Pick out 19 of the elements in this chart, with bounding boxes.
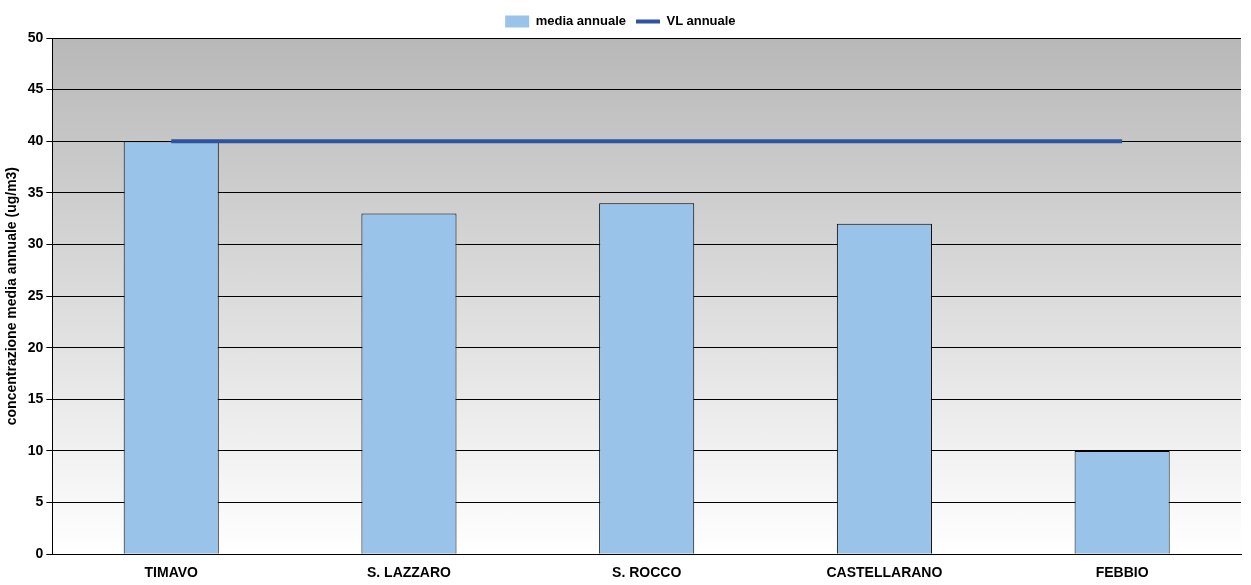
x-tick-label: FEBBIO (1095, 564, 1149, 581)
y-tick-label: 35 (27, 183, 44, 200)
x-tick-label: TIMAVO (144, 564, 199, 581)
y-tick-label: 5 (35, 493, 44, 510)
x-tick-label: S. ROCCO (612, 564, 682, 581)
y-tick-label: 30 (27, 235, 44, 252)
y-tick-label: 20 (27, 338, 44, 355)
y-tick-label: 10 (27, 441, 44, 458)
x-tick-label: S. LAZZARO (366, 564, 452, 581)
y-tick-label: 0 (35, 545, 44, 562)
x-tick-label: CASTELLARANO (826, 564, 943, 581)
legend-label: VL annuale (666, 13, 736, 29)
legend-label: media annuale (535, 13, 626, 29)
y-tick-label: 15 (27, 390, 44, 407)
y-tick-label: 25 (27, 286, 44, 303)
y-axis-title: concentrazione media annuale (ug/m3) (3, 166, 20, 426)
y-tick-label: 40 (27, 132, 44, 149)
y-tick-label: 50 (27, 28, 44, 45)
y-tick-label: 45 (27, 80, 44, 97)
